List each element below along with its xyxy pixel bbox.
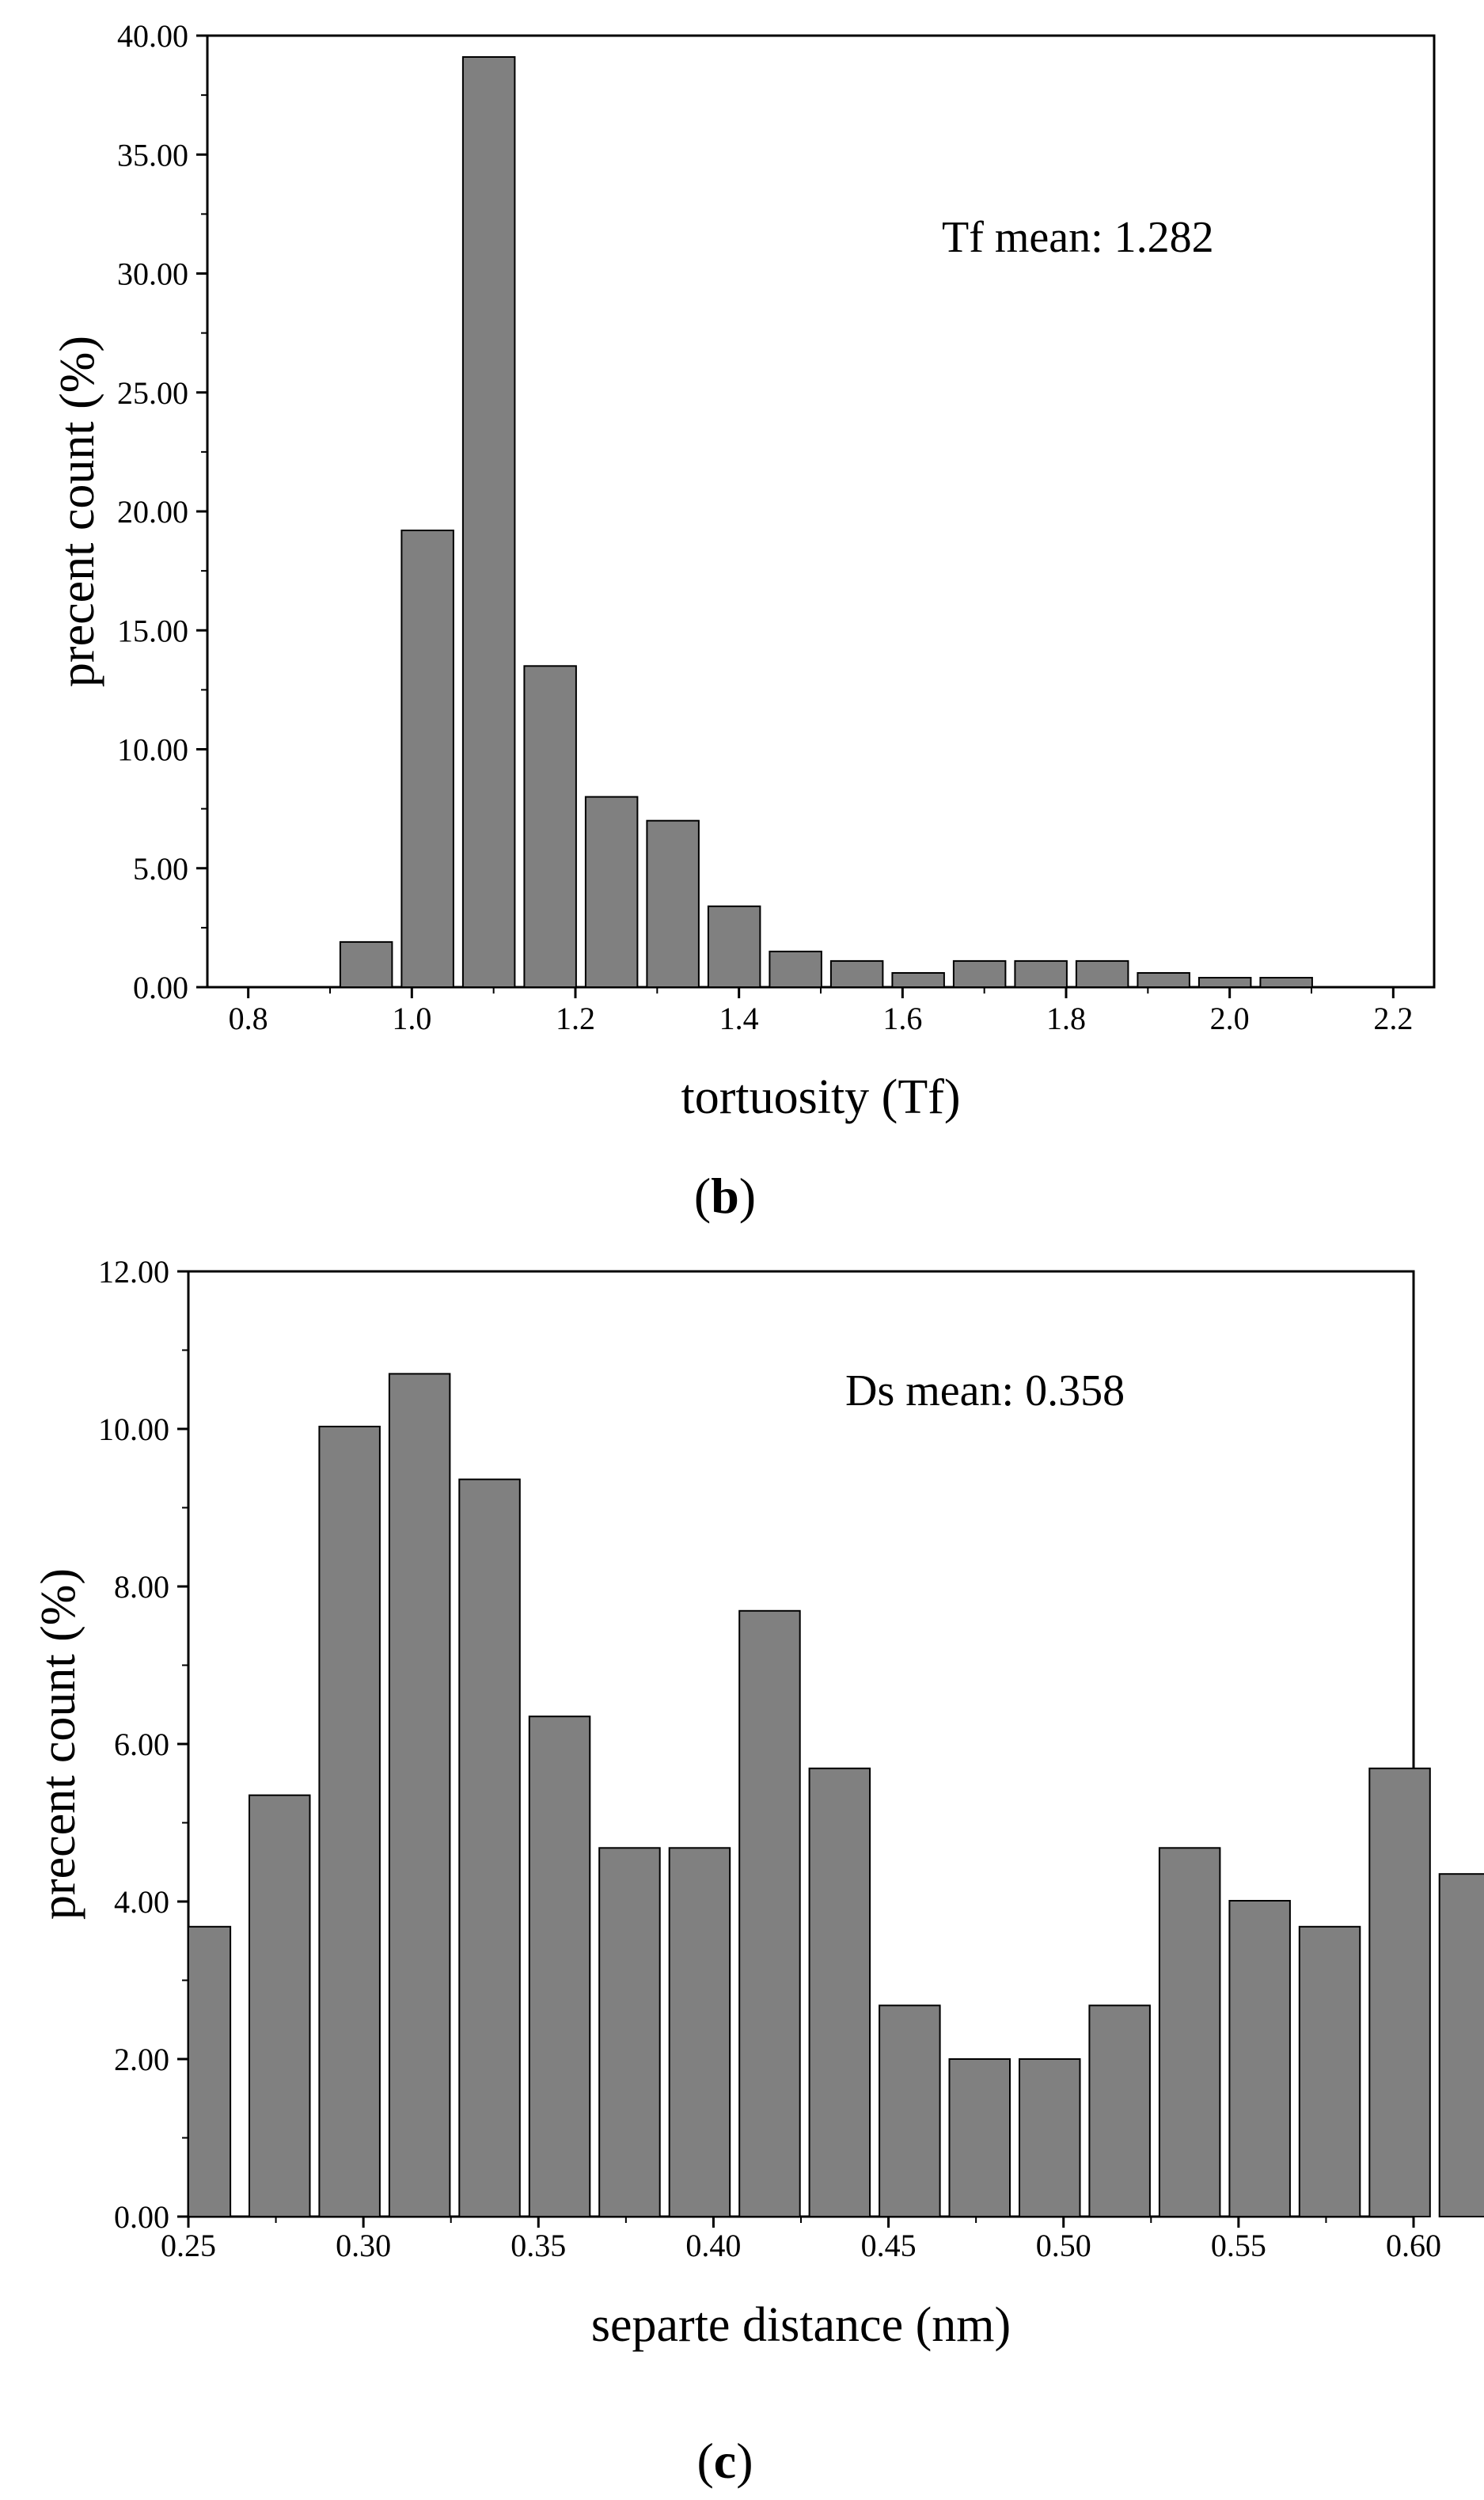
x-axis-ticks: 0.8 1.0 1.2 1.4 1.6 1.8 2.0 2.2 — [229, 987, 1413, 1036]
y-tick-label: 0.00 — [114, 2199, 169, 2235]
histogram-bar — [808, 1767, 871, 2218]
x-tick-label: 1.4 — [719, 1001, 759, 1036]
histogram-bar — [1438, 1873, 1484, 2217]
histogram-bar — [738, 1609, 801, 2218]
x-tick-label: 0.40 — [685, 2228, 741, 2263]
y-tick-label: 5.00 — [133, 851, 188, 887]
x-tick-label: 0.55 — [1211, 2228, 1266, 2263]
histogram-bar — [891, 972, 945, 988]
histogram-bar — [1158, 1847, 1221, 2218]
y-tick-label: 8.00 — [114, 1569, 169, 1605]
y-tick-label: 40.00 — [117, 18, 188, 54]
bar-group — [339, 56, 1313, 989]
y-tick-label: 2.00 — [114, 2042, 169, 2077]
x-tick-label: 1.6 — [882, 1001, 922, 1036]
y-tick-label: 6.00 — [114, 1727, 169, 1762]
histogram-bar — [1137, 972, 1190, 988]
x-tick-label: 1.0 — [392, 1001, 431, 1036]
histogram-bar — [707, 905, 761, 989]
histogram-bar — [1197, 977, 1252, 988]
panel-caption-b: (b) — [694, 1168, 756, 1224]
bar-group — [188, 1373, 1484, 2218]
y-axis-label: precent count (%) — [51, 336, 104, 687]
x-tick-label: 0.25 — [161, 2228, 216, 2263]
x-tick-label: 0.45 — [861, 2228, 917, 2263]
x-tick-label: 0.60 — [1386, 2228, 1441, 2263]
x-tick-label: 1.2 — [556, 1001, 595, 1036]
y-tick-label: 0.00 — [133, 970, 188, 1005]
histogram-bar — [668, 1847, 731, 2218]
annotation-tf-mean: Tf mean: 1.282 — [942, 213, 1214, 262]
x-tick-label: 2.0 — [1210, 1001, 1250, 1036]
x-tick-label: 1.8 — [1046, 1001, 1086, 1036]
histogram-bar — [318, 1426, 381, 2217]
histogram-bar — [339, 940, 393, 989]
histogram-bar — [1259, 977, 1313, 988]
y-axis-ticks: 0.00 2.00 4.00 6.00 8.00 10.00 12.00 — [98, 1254, 188, 2235]
y-tick-label: 10.00 — [117, 732, 188, 768]
annotation-ds-mean: Ds mean: 0.358 — [845, 1366, 1125, 1415]
histogram-bar — [461, 56, 516, 988]
histogram-bar — [948, 2058, 1011, 2217]
x-axis-ticks: 0.25 0.30 0.35 0.40 0.45 0.50 0.55 0.60 — [161, 2217, 1441, 2263]
histogram-bar — [879, 2004, 941, 2218]
histogram-bar — [584, 796, 639, 988]
histogram-bar — [388, 1373, 451, 2217]
histogram-bar — [400, 530, 454, 988]
x-tick-label: 0.8 — [229, 1001, 268, 1036]
y-tick-label: 30.00 — [117, 256, 188, 292]
y-tick-label: 10.00 — [98, 1411, 169, 1447]
histogram-bar — [1088, 2004, 1151, 2218]
histogram-bar — [1014, 959, 1068, 989]
histogram-bar — [769, 950, 822, 989]
x-tick-label: 2.2 — [1373, 1001, 1413, 1036]
y-axis-ticks: 0.00 5.00 10.00 15.00 20.00 25.00 30.00 35.00 40… — [117, 18, 207, 1005]
y-tick-label: 12.00 — [98, 1254, 169, 1290]
histogram-bar — [1228, 1900, 1291, 2217]
histogram-bar — [952, 959, 1007, 989]
histogram-bar — [646, 819, 700, 988]
y-tick-label: 4.00 — [114, 1884, 169, 1920]
histogram-bar — [1019, 2058, 1081, 2217]
x-tick-label: 0.50 — [1036, 2228, 1091, 2263]
chart-panel-b: 0.00 5.00 10.00 15.00 20.00 25.00 30.00 35.00 40… — [51, 18, 1436, 1124]
x-tick-label: 0.35 — [510, 2228, 566, 2263]
panel-caption-c: (c) — [696, 2433, 753, 2489]
y-tick-label: 15.00 — [117, 613, 188, 648]
histogram-bar — [523, 665, 577, 988]
histogram-bar — [188, 1925, 232, 2218]
histogram-bar — [1368, 1767, 1431, 2218]
histogram-bar — [1075, 959, 1129, 989]
histogram-bar — [829, 959, 884, 989]
y-tick-label: 35.00 — [117, 137, 188, 173]
y-tick-label: 20.00 — [117, 494, 188, 530]
y-axis-label: precent count (%) — [32, 1568, 85, 1920]
histogram-bar — [528, 1715, 591, 2217]
histogram-bar — [249, 1794, 311, 2217]
x-axis-label: tortuosity (Tf) — [681, 1070, 961, 1124]
histogram-bar — [1298, 1925, 1361, 2218]
x-tick-label: 0.30 — [336, 2228, 391, 2263]
y-tick-label: 25.00 — [117, 375, 188, 411]
plot-frame — [206, 34, 1436, 989]
histogram-bar — [598, 1847, 661, 2218]
x-axis-label: separte distance (nm) — [591, 2298, 1011, 2352]
histogram-bar — [458, 1478, 521, 2217]
